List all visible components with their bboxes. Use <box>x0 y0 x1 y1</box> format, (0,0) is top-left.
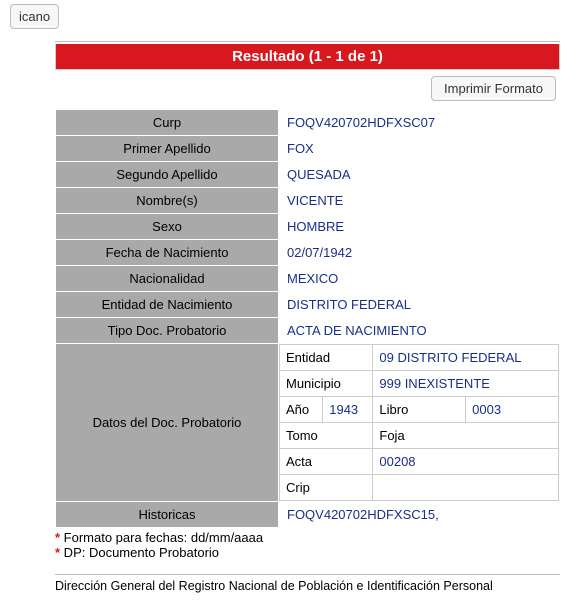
subvalue-crip <box>373 475 559 501</box>
table-row: Segundo Apellido QUESADA <box>56 162 560 188</box>
result-header: Resultado (1 - 1 de 1) <box>55 44 560 70</box>
subvalue-ano: 1943 <box>323 397 373 423</box>
table-row: Nombre(s) VICENTE <box>56 188 560 214</box>
label-curp: Curp <box>56 110 279 136</box>
label-entidad-nac: Entidad de Nacimiento <box>56 292 279 318</box>
sublabel-entidad: Entidad <box>280 345 373 371</box>
subvalue-libro: 0003 <box>466 397 559 423</box>
footnote-dp: * DP: Documento Probatorio <box>55 545 560 560</box>
sublabel-libro: Libro <box>373 397 466 423</box>
label-nombres: Nombre(s) <box>56 188 279 214</box>
table-row: Datos del Doc. Probatorio Entidad 09 DIS… <box>56 344 560 502</box>
data-table: Curp FOQV420702HDFXSC07 Primer Apellido … <box>55 109 560 528</box>
value-nombres: VICENTE <box>279 188 560 214</box>
value-segundo-apellido: QUESADA <box>279 162 560 188</box>
label-nacionalidad: Nacionalidad <box>56 266 279 292</box>
value-nacionalidad: MEXICO <box>279 266 560 292</box>
value-entidad-nac: DISTRITO FEDERAL <box>279 292 560 318</box>
sublabel-crip: Crip <box>280 475 373 501</box>
label-sexo: Sexo <box>56 214 279 240</box>
label-datos-doc: Datos del Doc. Probatorio <box>56 344 279 502</box>
value-sexo: HOMBRE <box>279 214 560 240</box>
label-historicas: Historicas <box>56 502 279 528</box>
footer-text: Dirección General del Registro Nacional … <box>55 574 560 593</box>
table-row: Primer Apellido FOX <box>56 136 560 162</box>
subvalue-acta: 00208 <box>373 449 559 475</box>
doc-details-table: Entidad 09 DISTRITO FEDERAL Municipio 99… <box>279 344 559 501</box>
table-row: Entidad de Nacimiento DISTRITO FEDERAL <box>56 292 560 318</box>
value-fecha-nac: 02/07/1942 <box>279 240 560 266</box>
icano-button[interactable]: icano <box>10 4 59 29</box>
table-row: Tipo Doc. Probatorio ACTA DE NACIMIENTO <box>56 318 560 344</box>
label-segundo-apellido: Segundo Apellido <box>56 162 279 188</box>
value-historicas: FOQV420702HDFXSC15, <box>279 502 560 528</box>
sublabel-tomo: Tomo <box>280 423 373 449</box>
sublabel-municipio: Municipio <box>280 371 373 397</box>
value-primer-apellido: FOX <box>279 136 560 162</box>
subvalue-municipio: 999 INEXISTENTE <box>373 371 559 397</box>
footnote-fechas: * Formato para fechas: dd/mm/aaaa <box>55 530 560 545</box>
label-primer-apellido: Primer Apellido <box>56 136 279 162</box>
divider-top <box>55 41 560 42</box>
value-tipo-doc: ACTA DE NACIMIENTO <box>279 318 560 344</box>
table-row: Historicas FOQV420702HDFXSC15, <box>56 502 560 528</box>
print-button[interactable]: Imprimir Formato <box>431 76 556 101</box>
sublabel-acta: Acta <box>280 449 373 475</box>
sublabel-foja: Foja <box>373 423 559 449</box>
subvalue-entidad: 09 DISTRITO FEDERAL <box>373 345 559 371</box>
table-row: Nacionalidad MEXICO <box>56 266 560 292</box>
label-fecha-nac: Fecha de Nacimiento <box>56 240 279 266</box>
table-row: Sexo HOMBRE <box>56 214 560 240</box>
table-row: Fecha de Nacimiento 02/07/1942 <box>56 240 560 266</box>
label-tipo-doc: Tipo Doc. Probatorio <box>56 318 279 344</box>
value-curp: FOQV420702HDFXSC07 <box>279 110 560 136</box>
sublabel-ano: Año <box>280 397 323 423</box>
table-row: Curp FOQV420702HDFXSC07 <box>56 110 560 136</box>
